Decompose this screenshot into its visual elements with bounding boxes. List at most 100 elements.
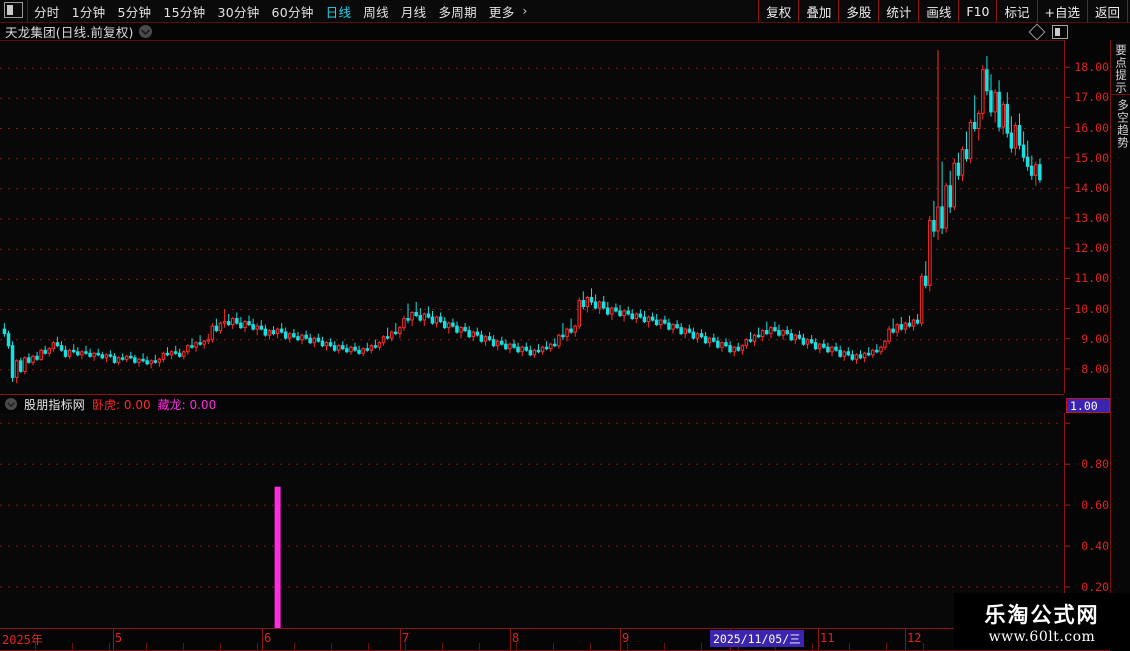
period-weekly[interactable]: 周线 [363, 4, 389, 20]
period-more[interactable]: 更多 [488, 4, 515, 20]
panel-layout-icon[interactable] [1052, 24, 1068, 39]
right-side-tabs: 要点提示 多空趋势 [1110, 40, 1130, 628]
date-minor-tick [849, 643, 850, 650]
watermark-url: www.60lt.com [988, 628, 1096, 645]
indicator-axis-label: 0.60 [1081, 498, 1109, 513]
toolbar-period-group: 分时 1分钟 5分钟 15分钟 30分钟 60分钟 日线 周线 月线 多周期 更… [0, 0, 531, 22]
period-60min[interactable]: 60分钟 [271, 4, 314, 20]
side-tab-trend[interactable]: 多空趋势 [1111, 94, 1130, 149]
date-minor-tick [294, 643, 295, 650]
chevron-right-icon[interactable]: › [522, 4, 528, 18]
action-huaxian[interactable]: 画线 [918, 0, 960, 22]
price-axis: 18.00 17.00 16.00 15.00 14.00 13.00 12.00 11.00… [1064, 40, 1111, 393]
indicator-series-2-name: 藏龙 [157, 397, 182, 412]
period-multi[interactable]: 多周期 [438, 4, 477, 20]
date-axis[interactable]: 2025年567891011121 2025/11/05/三 [0, 629, 1110, 651]
date-minor-tick [405, 643, 406, 650]
date-minor-tick [331, 643, 332, 650]
date-gridline [510, 629, 511, 650]
date-axis-label: 9 [622, 631, 630, 645]
period-daily[interactable]: 日线 [325, 4, 352, 20]
date-minor-tick [146, 643, 147, 650]
date-axis-label: 5 [115, 631, 123, 645]
date-minor-tick [627, 643, 628, 650]
date-gridline [400, 629, 401, 650]
period-5min[interactable]: 5分钟 [117, 4, 152, 20]
indicator-axis-label: 0.80 [1081, 457, 1109, 472]
indicator-header: 股朋指标网 卧虎: 0.00 藏龙: 0.00 [0, 396, 1069, 412]
date-minor-tick [35, 643, 36, 650]
period-monthly[interactable]: 月线 [400, 4, 427, 20]
price-axis-label: 14.00 [1074, 180, 1109, 195]
panel-toggle-icon[interactable] [4, 2, 23, 18]
date-minor-tick [220, 643, 221, 650]
action-biaoji[interactable]: 标记 [996, 0, 1038, 22]
indicator-series-1: 卧虎: 0.00 [92, 397, 151, 412]
period-15min[interactable]: 15分钟 [163, 4, 206, 20]
price-axis-label: 10.00 [1074, 301, 1109, 316]
stock-title-bar: 天龙集团(日线.前复权) [0, 23, 1130, 40]
indicator-axis: 0.80 0.60 0.40 0.20 [1064, 413, 1111, 628]
collapse-circle-icon[interactable] [5, 398, 17, 410]
price-axis-label: 18.00 [1074, 60, 1109, 75]
date-minor-tick [442, 643, 443, 650]
price-axis-ticks [1065, 66, 1070, 370]
indicator-axis-ticks [1065, 422, 1070, 588]
indicator-canvas [0, 422, 1064, 628]
date-minor-tick [109, 643, 110, 650]
date-gridline [262, 629, 263, 650]
price-axis-label: 8.00 [1081, 361, 1109, 376]
indicator-series-1-name: 卧虎 [92, 397, 117, 412]
toolbar-divider [27, 0, 28, 22]
price-chart-pane[interactable] [0, 40, 1064, 395]
date-minor-tick [257, 643, 258, 650]
date-axis-label: 12 [907, 631, 922, 645]
price-axis-label: 15.00 [1074, 150, 1109, 165]
indicator-axis-label: 0.40 [1081, 539, 1109, 554]
chevron-down-icon[interactable] [138, 25, 152, 38]
period-fenshi[interactable]: 分时 [34, 4, 60, 20]
date-axis-label: 11 [820, 631, 835, 645]
diamond-icon[interactable] [1028, 23, 1046, 40]
candlestick-canvas [0, 50, 1064, 384]
price-axis-label: 12.00 [1074, 241, 1109, 256]
date-gridline [818, 629, 819, 650]
side-tab-highlights[interactable]: 要点提示 [1114, 44, 1128, 94]
date-minor-tick [183, 643, 184, 650]
price-axis-label: 16.00 [1074, 120, 1109, 135]
action-fuquan[interactable]: 复权 [758, 0, 800, 22]
page-title: 天龙集团(日线.前复权) [5, 25, 134, 40]
indicator-series-1-value: 0.00 [123, 397, 151, 412]
action-add-favorite[interactable]: +自选 [1036, 0, 1088, 22]
action-f10[interactable]: F10 [958, 0, 998, 22]
date-axis-label: 8 [512, 631, 520, 645]
period-1min[interactable]: 1分钟 [71, 4, 106, 20]
indicator-axis-label: 0.20 [1081, 580, 1109, 594]
date-gridline [620, 629, 621, 650]
title-right-icons [1028, 23, 1130, 40]
price-axis-label: 11.00 [1074, 271, 1109, 286]
price-axis-label: 13.00 [1074, 211, 1109, 225]
top-toolbar: 分时 1分钟 5分钟 15分钟 30分钟 60分钟 日线 周线 月线 多周期 更… [0, 0, 1130, 23]
date-axis-label: 7 [402, 631, 410, 645]
date-minor-tick [72, 643, 73, 650]
price-axis-label: 9.00 [1081, 331, 1109, 346]
action-diejia[interactable]: 叠加 [798, 0, 840, 22]
date-axis-label: 2025年 [2, 633, 43, 647]
action-back[interactable]: 返回 [1086, 0, 1128, 22]
toolbar-action-group: 复权 叠加 多股 统计 画线 F10 标记 +自选 返回 [758, 0, 1130, 22]
date-gridline [905, 629, 906, 650]
date-minor-tick [368, 643, 369, 650]
date-minor-tick [886, 643, 887, 650]
action-tongji[interactable]: 统计 [878, 0, 920, 22]
date-minor-tick [479, 643, 480, 650]
date-minor-tick [812, 643, 813, 650]
price-axis-label: 17.00 [1074, 90, 1109, 105]
indicator-series-2: 藏龙: 0.00 [157, 397, 217, 412]
indicator-chart-pane[interactable] [0, 413, 1064, 629]
date-minor-tick [664, 643, 665, 650]
indicator-source-label: 股朋指标网 [24, 397, 86, 412]
period-30min[interactable]: 30分钟 [217, 4, 260, 20]
action-duogu[interactable]: 多股 [838, 0, 880, 22]
